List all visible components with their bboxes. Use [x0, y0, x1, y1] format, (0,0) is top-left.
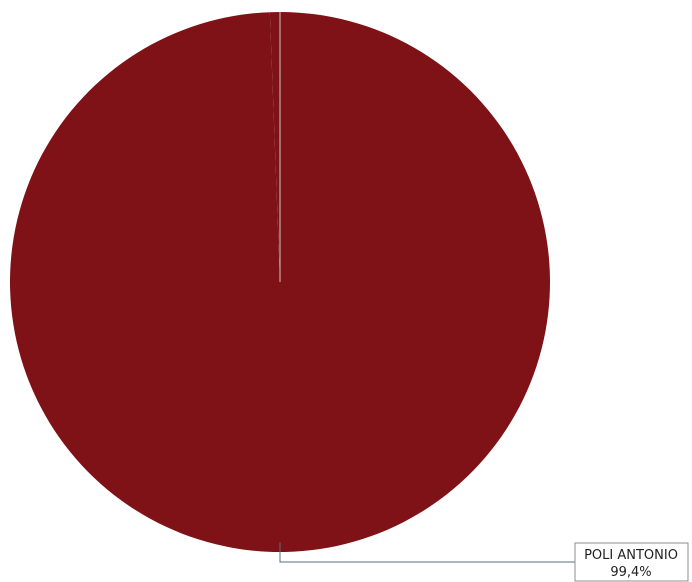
label-box-poli-antonio	[574, 542, 689, 582]
leader-line-poli-antonio	[279, 542, 575, 563]
pie-slice-other-1	[269, 12, 280, 282]
slice-label-poli-antonio: POLI ANTONIO	[584, 548, 678, 563]
slice-value-poli-antonio: 99,4%	[610, 565, 651, 580]
pie-slice-poli-antonio	[10, 12, 551, 553]
pie-slices	[10, 12, 551, 553]
